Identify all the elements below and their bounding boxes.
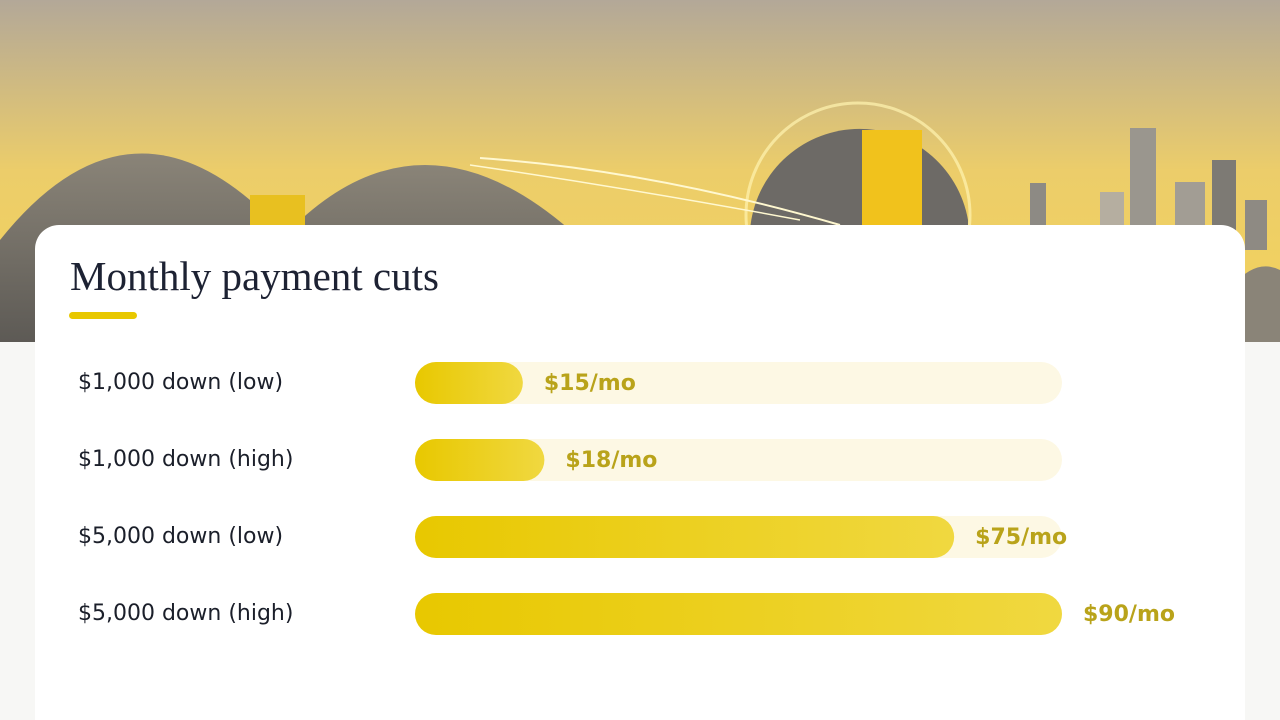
- value-label: $18/mo: [565, 448, 657, 473]
- bar: [415, 593, 1062, 635]
- value-label: $75/mo: [975, 525, 1067, 550]
- plot: $1,000 down (low) $15/mo $1,000 down (high…: [78, 362, 1175, 635]
- chart-title: Monthly payment cuts: [70, 253, 439, 299]
- bar-track: [415, 362, 1062, 404]
- title-underline: [69, 312, 137, 319]
- bar: [415, 516, 955, 558]
- bar: [415, 439, 545, 481]
- value-label: $15/mo: [544, 371, 636, 396]
- bar-track: [415, 439, 1062, 481]
- category-label: $5,000 down (low): [78, 524, 283, 549]
- category-label: $1,000 down (high): [78, 447, 293, 472]
- value-label: $90/mo: [1083, 602, 1175, 627]
- category-label: $1,000 down (low): [78, 370, 283, 395]
- category-label: $5,000 down (high): [78, 601, 293, 626]
- bar: [415, 362, 523, 404]
